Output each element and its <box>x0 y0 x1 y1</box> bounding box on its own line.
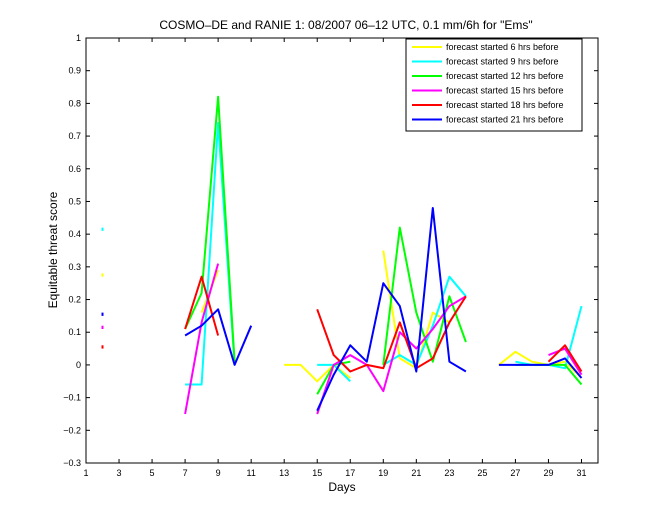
x-tick-label: 31 <box>576 468 586 478</box>
series-segment <box>184 95 236 362</box>
y-tick-label: 0.6 <box>68 164 81 174</box>
x-tick-label: 29 <box>543 468 553 478</box>
series-line <box>101 207 583 412</box>
x-tick-label: 27 <box>510 468 520 478</box>
x-tick-label: 7 <box>183 468 188 478</box>
x-tick-label: 21 <box>411 468 421 478</box>
y-tick-label: 0.9 <box>68 66 81 76</box>
series-segment <box>547 344 583 373</box>
x-tick-label: 11 <box>246 468 255 478</box>
chart-title: COSMO–DE and RANIE 1: 08/2007 06–12 UTC,… <box>159 18 532 32</box>
x-tick-label: 23 <box>444 468 454 478</box>
x-axis-label: Days <box>328 480 355 494</box>
x-tick-label: 3 <box>117 468 122 478</box>
y-tick-label: 0.2 <box>68 295 81 305</box>
series-segment <box>382 275 467 366</box>
y-tick-label: −0.3 <box>63 458 81 468</box>
series-segment <box>548 347 583 376</box>
legend: forecast started 6 hrs before forecast st… <box>405 38 583 132</box>
legend-label: forecast started 15 hrs before <box>446 86 564 96</box>
legend-box <box>405 38 583 132</box>
x-tick-label: 1 <box>83 468 88 478</box>
x-tick-label: 19 <box>378 468 388 478</box>
series-segment <box>498 357 583 379</box>
y-tick-label: 0.5 <box>68 196 81 206</box>
series-segment <box>316 207 467 412</box>
x-tick-label: 15 <box>312 468 322 478</box>
series-segment <box>316 295 467 373</box>
series-segment <box>184 263 220 415</box>
series-segment <box>184 308 253 366</box>
y-tick-label: 0.8 <box>68 98 81 108</box>
axis-ticks: 1 3 5 7 9 11 13 15 17 19 21 23 25 27 29 31−0.3−0.2−0.10… <box>63 33 598 478</box>
legend-label: forecast started 21 hrs before <box>446 115 564 125</box>
y-tick-label: 0.3 <box>68 262 81 272</box>
y-tick-label: 0 <box>76 360 81 370</box>
y-tick-label: −0.2 <box>63 425 81 435</box>
y-tick-label: 1 <box>76 33 81 43</box>
x-tick-label: 9 <box>216 468 221 478</box>
y-tick-label: 0.7 <box>68 131 81 141</box>
legend-label: forecast started 9 hrs before <box>446 57 559 67</box>
y-tick-label: −0.1 <box>63 393 81 403</box>
y-tick-label: 0.4 <box>68 229 81 239</box>
legend-label: forecast started 12 hrs before <box>446 71 564 81</box>
x-tick-label: 17 <box>345 468 355 478</box>
x-tick-label: 13 <box>279 468 289 478</box>
legend-label: forecast started 6 hrs before <box>446 42 559 52</box>
y-tick-label: 0.1 <box>68 327 81 337</box>
legend-label: forecast started 18 hrs before <box>446 100 564 110</box>
series-layer <box>101 95 583 415</box>
series-segment <box>498 350 583 379</box>
y-axis-label: Equitable threat score <box>46 191 60 308</box>
x-tick-label: 5 <box>150 468 155 478</box>
x-tick-label: 25 <box>477 468 487 478</box>
